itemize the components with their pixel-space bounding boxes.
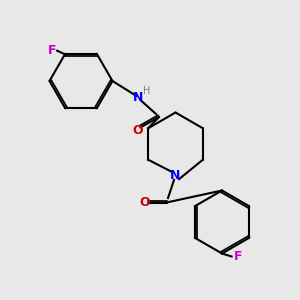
Text: O: O [132,124,143,137]
Text: F: F [47,44,56,57]
Text: O: O [139,196,150,209]
Text: F: F [234,250,243,263]
Text: N: N [133,91,143,104]
Text: H: H [143,86,151,97]
Text: N: N [170,169,181,182]
